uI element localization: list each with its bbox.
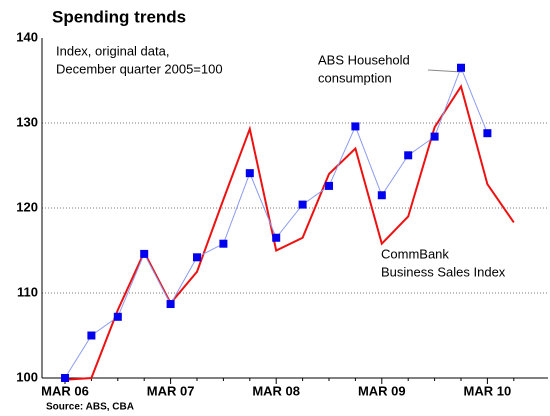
marker <box>351 122 360 131</box>
x-tick-label: MAR 07 <box>147 383 195 398</box>
leader-line <box>427 69 463 73</box>
annotation: Business Sales Index <box>381 264 506 279</box>
marker <box>483 129 492 138</box>
marker <box>377 191 386 200</box>
marker <box>272 233 281 242</box>
marker <box>325 181 333 190</box>
y-tick-label: 140 <box>16 29 38 44</box>
annotation: ABS Household <box>318 52 410 67</box>
annotation: December quarter 2005=100 <box>56 61 223 76</box>
y-tick-label: 130 <box>16 114 38 129</box>
y-tick-label: 100 <box>16 369 38 384</box>
marker <box>113 312 122 321</box>
marker <box>87 331 96 340</box>
annotation: Index, original data, <box>56 43 169 58</box>
marker <box>140 249 149 258</box>
marker <box>457 63 465 72</box>
x-tick-label: MAR 09 <box>358 383 406 398</box>
x-tick-label: MAR 06 <box>41 383 89 398</box>
x-tick-label: MAR 08 <box>252 383 300 398</box>
series-line <box>64 84 515 381</box>
marker <box>166 300 175 309</box>
y-tick-label: 120 <box>16 199 38 214</box>
marker <box>404 151 413 160</box>
annotation: consumption <box>318 70 392 85</box>
marker <box>61 374 69 382</box>
marker <box>430 132 439 141</box>
marker <box>193 253 201 262</box>
x-tick-label: MAR 10 <box>464 383 512 398</box>
chart-title: Spending trends <box>52 7 186 26</box>
marker <box>219 239 228 248</box>
marker <box>245 169 254 178</box>
annotation: CommBank <box>381 246 449 261</box>
series-line <box>64 66 488 379</box>
marker <box>298 200 307 209</box>
y-tick-label: 110 <box>17 284 38 299</box>
source: Source: ABS, CBA <box>46 402 134 413</box>
